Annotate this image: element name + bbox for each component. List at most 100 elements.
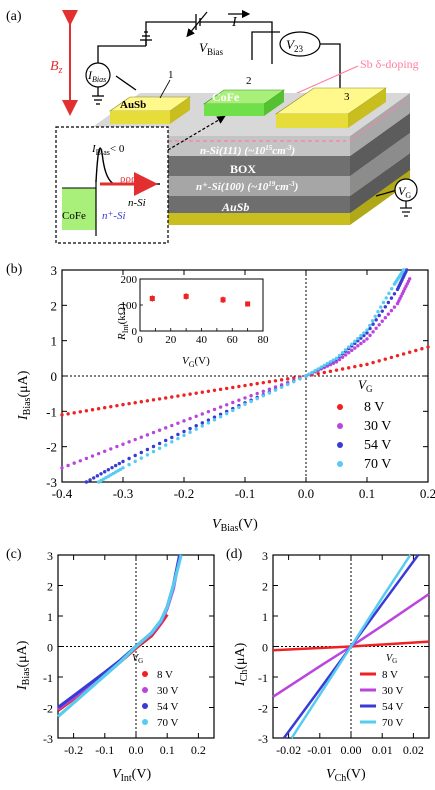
data-point-30-v xyxy=(243,396,247,400)
data-point-8-v xyxy=(164,396,168,400)
data-point-30-v xyxy=(392,305,397,309)
current-label: I xyxy=(231,15,238,30)
data-point-8-v xyxy=(408,350,412,354)
y-tick-label: 3 xyxy=(47,549,53,563)
data-point-8-v xyxy=(377,359,381,363)
data-point-30-v xyxy=(368,333,372,338)
data-point-8-v xyxy=(347,366,351,370)
data-point-54-v xyxy=(113,463,118,468)
data-point-30-v xyxy=(176,421,180,425)
data-point-70-v xyxy=(401,268,406,272)
data-point-8-v xyxy=(78,410,83,414)
data-point-30-v xyxy=(212,407,217,412)
legend-marker-8-v xyxy=(337,404,343,410)
data-point-70-v xyxy=(255,396,259,401)
data-point-30-v xyxy=(374,326,378,330)
data-point-70-v xyxy=(343,348,348,352)
x-tick-label: 0.02 xyxy=(403,743,424,757)
data-point-30-v xyxy=(337,357,342,362)
data-point-8-v xyxy=(328,369,333,374)
plot-b-inset: 0 20 40 60 80 0 100 200 xyxy=(121,274,270,346)
x-tick-label: -0.3 xyxy=(113,486,134,501)
inset-ylabel: RInt(kΩ) xyxy=(116,303,130,341)
data-point-8-v xyxy=(353,364,357,369)
data-point-70-v xyxy=(316,367,320,371)
data-point-8-v xyxy=(170,395,174,399)
legend-marker-54-v xyxy=(337,442,343,448)
data-point-54-v xyxy=(194,424,198,428)
data-point-70-v xyxy=(379,305,383,309)
data-point-70-v xyxy=(121,466,125,470)
data-point-8-v xyxy=(121,402,125,407)
data-point-8-v xyxy=(383,357,387,361)
data-point-70-v xyxy=(225,411,229,416)
data-point-8-v xyxy=(322,370,326,375)
y-tick-label: 1 xyxy=(262,610,268,624)
data-point-70-v xyxy=(362,331,366,335)
data-point-70-v xyxy=(325,361,330,366)
data-point-8-v xyxy=(249,382,253,387)
y-tick-label: 0 xyxy=(51,369,58,384)
plot-d-ylabel: ICh(μA) xyxy=(233,642,250,687)
data-point-70-v xyxy=(376,309,380,314)
x-tick-label: -0.02 xyxy=(276,743,301,757)
data-point-54-v xyxy=(371,322,375,326)
data-point-70-v xyxy=(307,372,311,376)
plot-d-series xyxy=(272,554,430,739)
data-point-70-v xyxy=(170,440,174,444)
data-point-70-v xyxy=(356,336,360,341)
data-point-8-v xyxy=(286,377,290,381)
variable-source-arrow xyxy=(186,11,208,38)
data-point-8-v xyxy=(225,386,229,391)
data-point-70-v xyxy=(334,356,339,361)
x-tick-label: 0.0 xyxy=(129,743,144,757)
data-point-54-v xyxy=(188,426,192,431)
legend-label-70-v: 70 V xyxy=(364,457,391,472)
data-point-30-v xyxy=(200,412,204,416)
data-point-70-v xyxy=(176,436,180,441)
data-point-30-v xyxy=(225,403,229,407)
data-point-8-v xyxy=(273,379,278,383)
data-point-70-v xyxy=(249,399,253,404)
data-point-70-v xyxy=(359,334,363,338)
data-point-30-v xyxy=(96,451,101,456)
x-tick-label: 0.00 xyxy=(341,743,362,757)
data-point-8-v xyxy=(176,394,180,398)
data-point-8-v xyxy=(401,352,406,356)
data-point-70-v xyxy=(390,287,394,291)
data-point-30-v xyxy=(334,360,339,364)
inset-x-tick-label: 40 xyxy=(196,334,208,346)
layer-box-label: BOX xyxy=(230,162,256,176)
sb-doping-label: Sb δ-doping xyxy=(360,57,419,71)
plot-c-ticks: -0.2 -0.1 0.0 0.1 0.2 -3 -2 -1 0 1 2 3 xyxy=(43,549,214,757)
data-point-30-v xyxy=(408,277,412,281)
data-point-30-v xyxy=(188,416,192,421)
inset-y-tick-label: 100 xyxy=(121,300,138,312)
data-point-54-v xyxy=(157,441,162,446)
inset-cofe-label: CoFe xyxy=(62,210,86,222)
y-tick-label: -1 xyxy=(46,404,57,419)
legend-label-54-v: 54 V xyxy=(157,701,179,713)
data-point-54-v xyxy=(359,336,363,340)
y-tick-label: 0 xyxy=(262,641,268,655)
data-point-30-v xyxy=(103,449,107,453)
data-point-8-v xyxy=(255,381,259,386)
data-point-8-v xyxy=(151,398,156,402)
data-point-54-v xyxy=(121,459,125,464)
data-point-30-v xyxy=(371,330,375,334)
contact-number-2: 2 xyxy=(246,75,252,87)
data-point-8-v xyxy=(103,405,107,410)
data-point-70-v xyxy=(365,328,369,332)
data-point-70-v xyxy=(331,358,336,362)
data-point-70-v xyxy=(218,415,223,419)
band-edge xyxy=(95,147,160,185)
data-point-8-v xyxy=(389,355,394,360)
panel-a: (a) Bz I VBias IBias xyxy=(6,9,419,244)
legend-label-8-v: 8 V xyxy=(157,669,173,681)
x-tick-label: 0.1 xyxy=(359,486,375,501)
data-point-8-v xyxy=(334,368,339,372)
data-point-8-v xyxy=(133,401,137,405)
data-point-30-v xyxy=(356,344,360,348)
